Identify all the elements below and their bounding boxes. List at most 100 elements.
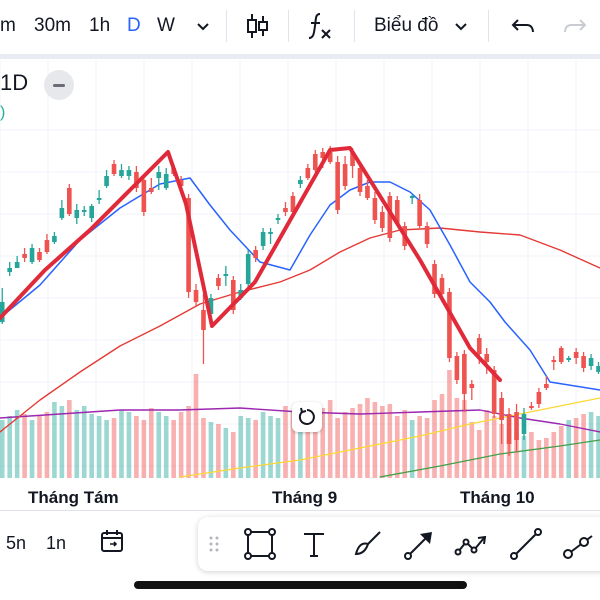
chart-type-chevron-icon[interactable] bbox=[448, 10, 474, 42]
candlestick-icon[interactable] bbox=[242, 10, 272, 42]
candle-body bbox=[81, 210, 87, 212]
candle-body bbox=[14, 262, 20, 268]
volume-bar bbox=[469, 422, 475, 478]
candle-body bbox=[320, 152, 326, 158]
candle-body bbox=[499, 398, 504, 420]
candle-body bbox=[216, 278, 221, 286]
candle-body bbox=[529, 406, 534, 408]
interval-dropdown-chevron-icon[interactable] bbox=[190, 10, 216, 42]
candle-body bbox=[74, 210, 80, 218]
candle-body bbox=[201, 310, 206, 330]
volume-bar bbox=[59, 406, 65, 478]
volume-bar bbox=[14, 410, 20, 478]
legend-value: ) bbox=[0, 104, 6, 121]
ma-purple-line bbox=[0, 407, 600, 433]
candle-body bbox=[447, 292, 452, 358]
x-axis-label-october: Tháng 10 bbox=[460, 488, 535, 507]
candle-body bbox=[566, 358, 572, 360]
reset-chart-button[interactable] bbox=[292, 402, 322, 432]
price-chart[interactable] bbox=[0, 60, 600, 480]
volume-bar bbox=[96, 416, 102, 478]
candle-body bbox=[536, 392, 542, 404]
volume-bar bbox=[476, 430, 482, 478]
volume-bar bbox=[178, 412, 184, 478]
volume-bar bbox=[298, 410, 303, 478]
indicators-fx-icon[interactable] bbox=[304, 10, 334, 42]
volume-bar bbox=[245, 418, 251, 478]
volume-bar bbox=[387, 404, 393, 478]
candle-body bbox=[312, 154, 318, 170]
volume-bar bbox=[312, 402, 318, 478]
volume-bar bbox=[7, 416, 12, 478]
volume-bar bbox=[588, 412, 594, 478]
candle-body bbox=[544, 384, 549, 388]
candle-body bbox=[327, 152, 333, 162]
path-tool-icon[interactable] bbox=[454, 526, 490, 562]
ray-tool-icon[interactable] bbox=[560, 526, 596, 562]
rectangle-tool-icon[interactable] bbox=[242, 526, 278, 562]
volume-bar bbox=[462, 400, 467, 478]
volume-bar bbox=[104, 420, 109, 478]
interval-d-button[interactable]: D bbox=[127, 15, 141, 36]
volume-bar bbox=[37, 416, 42, 478]
candle-body bbox=[126, 170, 132, 176]
volume-bar bbox=[260, 412, 266, 478]
candle-body bbox=[506, 414, 512, 444]
candle-body bbox=[268, 232, 273, 234]
volume-bar bbox=[208, 422, 214, 478]
trend-line-tool-icon[interactable] bbox=[508, 526, 544, 562]
volume-bar bbox=[111, 418, 117, 478]
candle-body bbox=[59, 208, 65, 218]
volume-bar bbox=[327, 400, 333, 478]
range-1d-button[interactable]: 1n bbox=[46, 533, 67, 553]
toolbar-divider bbox=[288, 10, 289, 42]
candle-body bbox=[96, 198, 102, 200]
volume-bar bbox=[126, 412, 132, 478]
candle-body bbox=[141, 180, 147, 212]
candle-body bbox=[409, 196, 415, 198]
brush-tool-icon[interactable] bbox=[350, 526, 386, 562]
volume-bar bbox=[409, 420, 415, 478]
interval-30m-button[interactable]: 30m bbox=[34, 15, 71, 36]
volume-bar bbox=[320, 408, 326, 478]
volume-bar bbox=[529, 432, 534, 478]
toolbar-divider bbox=[354, 10, 355, 42]
candle-body bbox=[417, 200, 422, 226]
range-5d-button[interactable]: 5n bbox=[6, 533, 27, 553]
volume-bar bbox=[402, 410, 408, 478]
candle-body bbox=[469, 384, 475, 388]
ma-green-line bbox=[379, 439, 600, 478]
interval-1h-button[interactable]: 1h bbox=[89, 15, 111, 36]
toolbar-divider-bar bbox=[0, 54, 600, 59]
candle-body bbox=[305, 168, 311, 178]
volume-bar bbox=[0, 420, 5, 478]
candle-body bbox=[462, 354, 467, 394]
go-to-date-calendar-icon[interactable] bbox=[98, 527, 128, 557]
volume-bar bbox=[44, 412, 50, 478]
redo-icon[interactable] bbox=[560, 10, 590, 42]
arrow-tool-icon[interactable] bbox=[402, 526, 438, 562]
candle-body bbox=[424, 226, 430, 244]
candle-body bbox=[335, 162, 340, 210]
candle-body bbox=[7, 268, 12, 272]
chart-type-dropdown[interactable]: Biểu đồ bbox=[374, 15, 439, 36]
volume-bar bbox=[216, 424, 221, 478]
drag-handle-icon[interactable] bbox=[208, 534, 220, 554]
interval-w-button[interactable]: W bbox=[157, 15, 175, 36]
legend-collapse-button[interactable] bbox=[44, 70, 74, 100]
candle-body bbox=[491, 370, 497, 414]
volume-bar bbox=[29, 420, 35, 478]
interval-1m-button[interactable]: m bbox=[0, 15, 16, 36]
undo-icon[interactable] bbox=[508, 10, 538, 42]
drawing-tools-panel bbox=[198, 517, 600, 571]
text-tool-icon[interactable] bbox=[296, 526, 332, 562]
home-indicator bbox=[134, 581, 467, 589]
candle-body bbox=[260, 232, 266, 246]
volume-bar bbox=[447, 370, 452, 478]
volume-bar bbox=[365, 398, 370, 478]
candle-body bbox=[22, 254, 27, 258]
volume-bar bbox=[394, 416, 400, 478]
volume-bar bbox=[119, 410, 124, 478]
ma-red-line bbox=[0, 227, 600, 433]
volume-bar bbox=[89, 414, 94, 478]
